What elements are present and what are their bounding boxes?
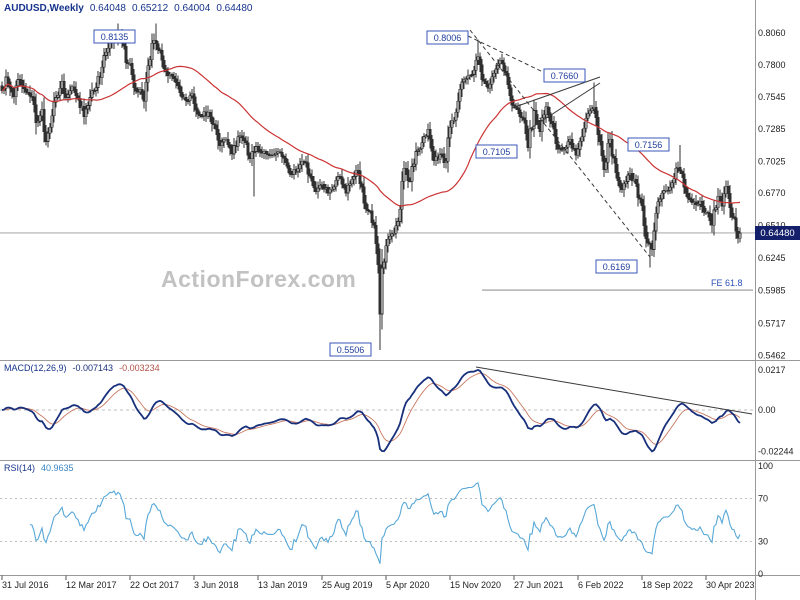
rsi-label: RSI(14) [4,463,36,473]
price-axis-label: 0.6770 [758,188,786,198]
date-label: 27 Jun 2021 [514,580,564,590]
price-level-tag [595,259,638,274]
macd-signal-line [1,372,741,445]
date-label: 22 Oct 2017 [130,580,179,590]
price-axis-label: 0.7285 [758,124,786,134]
price-guides [0,232,755,542]
trendline [527,82,601,131]
price-axis-label: 0.7800 [758,60,786,70]
macd-label: MACD(12,26,9) [4,363,67,373]
symbol-timeframe-label: AUDUSD,Weekly [4,3,84,14]
date-label: 30 Apr 2023 [706,580,755,590]
macd-signal-value: -0.003234 [119,363,160,373]
low-value: 0.64004 [174,3,211,14]
date-label: 15 Nov 2020 [450,580,501,590]
price-level-tag [93,29,136,44]
price-level-tag-text: 0.7105 [483,147,511,157]
macd-axis-label: 0.00 [758,405,776,415]
price-axis-label: 0.7545 [758,92,786,102]
date-label: 3 Jun 2018 [194,580,239,590]
price-level-tag-text: 0.7660 [551,71,579,81]
date-label: 13 Jan 2019 [258,580,308,590]
rsi-axis-label: 0 [758,569,763,579]
macd-axis-label: 0.0217 [758,365,786,375]
rsi-line [29,482,741,564]
rsi-header: RSI(14) 40.9635 [4,463,74,473]
macd-trendline [475,366,753,415]
macd-main-line [1,369,741,453]
price-level-tag-text: 0.5506 [337,345,365,355]
date-label: 31 Jul 2016 [2,580,49,590]
dashed-trendline [469,29,651,258]
price-level-tag-text: 0.7156 [635,140,663,150]
price-axis-label: 0.5462 [758,350,786,360]
price-axis-label: 0.5717 [758,319,786,329]
price-level-tag [426,30,469,45]
rsi-axis-label: 30 [758,537,768,547]
price-axis-label: 0.6510 [758,220,786,230]
macd-main-value: -0.007143 [72,363,114,373]
macd-axis-label: -0.02244 [758,446,794,456]
date-label: 12 Mar 2017 [66,580,117,590]
price-axis-label: 0.6245 [758,253,786,263]
open-value: 0.64048 [89,3,126,14]
watermark: ActionForex.com [161,266,357,292]
rsi-value: 40.9635 [41,463,74,473]
price-axis-label: 0.5985 [758,285,786,295]
ohlc-header: AUDUSD,Weekly 0.64048 0.65212 0.64004 0.… [4,3,252,14]
high-value: 0.65212 [132,3,169,14]
annotations: 0.8135 0.8006 0.7660 0.7105 0.7156 0.6169 0.55… [93,29,753,415]
candlesticks [0,23,742,350]
date-label: 18 Sep 2022 [642,580,693,590]
price-axis-label: 0.7025 [758,156,786,166]
rsi-axis-label: 70 [758,493,768,503]
dashed-trendline [467,35,544,73]
date-label: 5 Apr 2020 [386,580,430,590]
price-level-tag-text: 0.8006 [434,33,462,43]
date-label: 25 Aug 2019 [322,580,373,590]
price-level-tag [475,144,518,159]
moving-average-line [1,65,741,207]
price-level-tag [627,137,670,152]
date-label: 6 Feb 2022 [578,580,624,590]
current-price-tag: 0.64480 [755,226,800,240]
rsi-axis-label: 100 [758,461,773,471]
price-level-tag-text: 0.6169 [603,262,631,272]
price-axis-label: 0.8060 [758,28,786,38]
price-level-tag-text: 0.8135 [101,32,129,42]
price-level-tag [543,68,586,83]
close-value: 0.64480 [216,3,253,14]
price-level-tag [329,342,372,357]
indicator-lines [1,65,741,564]
fibonacci-extension-label: FE 61.8 [711,278,743,288]
macd-header: MACD(12,26,9) -0.007143 -0.003234 [4,363,160,373]
axis-labels: 0.8060 0.7800 0.7545 0.7285 0.7025 0.6770 0.65… [2,28,794,590]
